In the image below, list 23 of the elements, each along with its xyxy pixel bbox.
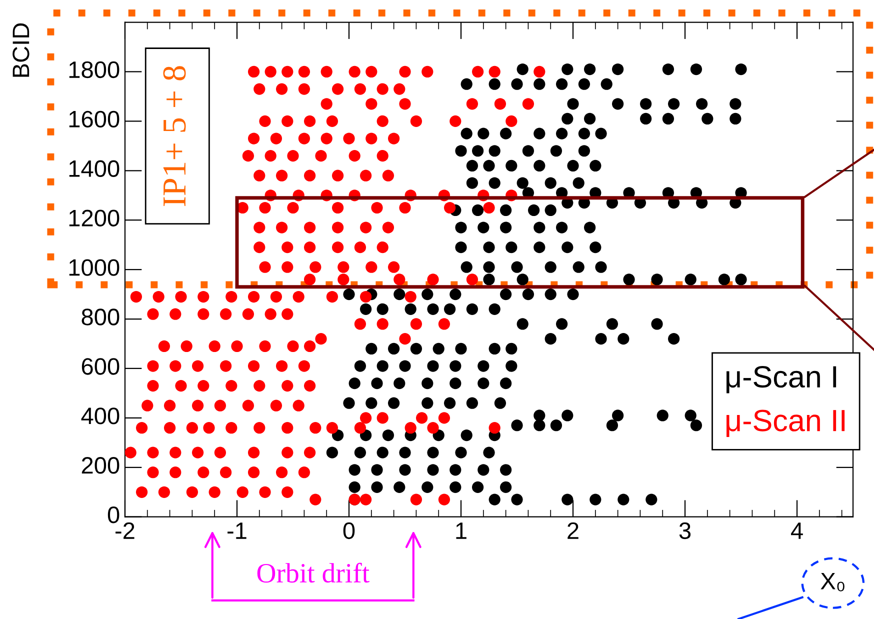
y-tick-label: 200: [82, 457, 120, 474]
text: μ-Scan II: [726, 410, 845, 437]
x-tick-label: 4: [791, 522, 803, 539]
text: Orbit drift: [257, 562, 370, 583]
annotation: IP1+ 5 + 8: [163, 66, 186, 206]
x-tick-label: 1: [456, 522, 466, 539]
y-tick-label: 1200: [69, 210, 120, 226]
y-tick-label: 1600: [69, 110, 120, 128]
y-tick-label: 800: [82, 308, 120, 326]
y-tick-label: 1000: [69, 259, 120, 276]
x-tick-label: -1: [228, 522, 246, 539]
y-tick-label: 1400: [69, 160, 120, 177]
y-tick-label: 0: [108, 506, 120, 524]
y-axis-title: BCID: [12, 23, 30, 77]
x-tick-label: 3: [679, 522, 691, 540]
series-label: μ-Scan I: [726, 366, 836, 394]
y-tick-label: 600: [82, 358, 120, 375]
x-tick-label: 0: [343, 522, 355, 540]
y-tick-label: 400: [81, 408, 120, 424]
y-tick-label: 1800: [69, 61, 120, 78]
text: X₀: [820, 572, 844, 592]
x-tick-label: -2: [116, 522, 134, 539]
x-tick-label: 2: [568, 522, 578, 539]
